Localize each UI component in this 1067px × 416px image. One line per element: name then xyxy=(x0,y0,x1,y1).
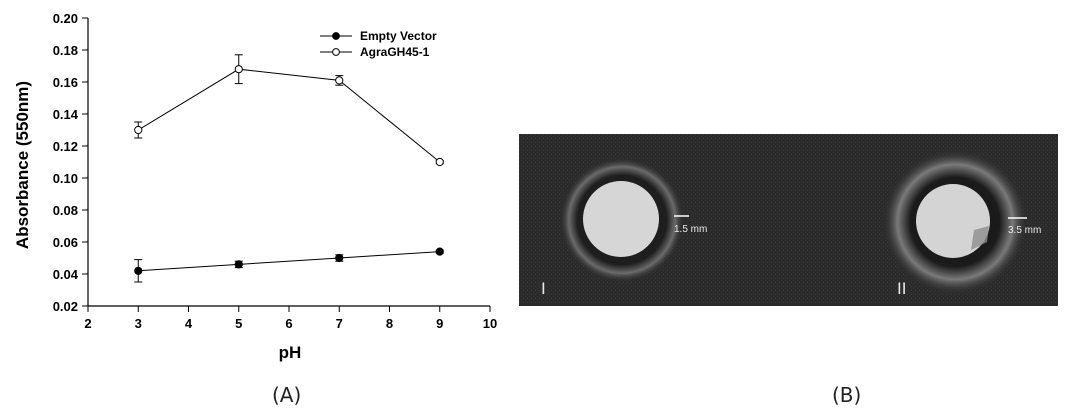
data-point-2 xyxy=(335,76,344,85)
well-2-edge xyxy=(971,226,989,250)
series-line-1 xyxy=(138,251,440,272)
absorbance-chart: 0.02 0.04 0.06 0.08 0.10 0.12 0.14 0.16 0.18 0.20… xyxy=(13,11,498,362)
data-point-2 xyxy=(134,125,143,135)
x-tick-label: 3 xyxy=(135,316,142,331)
well-1 xyxy=(583,181,659,257)
x-tick-label: 4 xyxy=(185,316,193,331)
plate-assay-photo: 1.5 mm I 3.5 mm II xyxy=(519,134,1058,306)
y-axis-label: Absorbance (550nm) xyxy=(13,81,32,249)
y-tick-label: 0.10 xyxy=(53,171,78,186)
y-tick-label: 0.12 xyxy=(53,139,78,154)
x-tick-label: 7 xyxy=(336,316,343,331)
y-tick-label: 0.20 xyxy=(53,11,78,26)
data-point-1 xyxy=(435,247,444,256)
y-tick-label: 0.16 xyxy=(53,75,78,90)
data-point-1 xyxy=(234,260,243,269)
x-axis-label: pH xyxy=(279,343,302,362)
legend-marker xyxy=(332,48,340,56)
x-tick-label: 8 xyxy=(386,316,393,331)
halo-label-1: 1.5 mm xyxy=(674,224,707,235)
y-tick-label: 0.04 xyxy=(53,267,79,282)
panel-b-caption: (B) xyxy=(832,383,862,407)
halo-label-2: 3.5 mm xyxy=(1008,225,1041,236)
panel-a-caption: (A) xyxy=(272,383,302,407)
x-tick-label: 2 xyxy=(84,316,91,331)
legend-label: AgraGH45-1 xyxy=(360,45,430,59)
x-tick-label: 9 xyxy=(436,316,443,331)
y-tick-label: 0.14 xyxy=(53,107,79,122)
x-tick-label: 10 xyxy=(483,316,497,331)
data-point-2 xyxy=(435,157,444,167)
data-point-1 xyxy=(335,253,344,263)
data-point-1 xyxy=(134,266,143,275)
legend-label: Empty Vector xyxy=(360,29,437,43)
y-tick-label: 0.18 xyxy=(53,43,78,58)
data-point-2 xyxy=(234,65,243,74)
y-tick-label: 0.02 xyxy=(53,299,78,314)
well-label-1: I xyxy=(541,279,546,298)
well-2 xyxy=(916,184,990,258)
legend-marker xyxy=(332,32,340,40)
x-tick-label: 6 xyxy=(285,316,292,331)
y-tick-label: 0.06 xyxy=(53,235,78,250)
y-tick-label: 0.08 xyxy=(53,203,78,218)
series-line-2 xyxy=(137,68,441,163)
well-label-2: II xyxy=(897,279,906,298)
x-tick-label: 5 xyxy=(235,316,242,331)
plot-layer: 0.02 0.04 0.06 0.08 0.10 0.12 0.14 0.16 0.18 0.20… xyxy=(53,11,498,331)
